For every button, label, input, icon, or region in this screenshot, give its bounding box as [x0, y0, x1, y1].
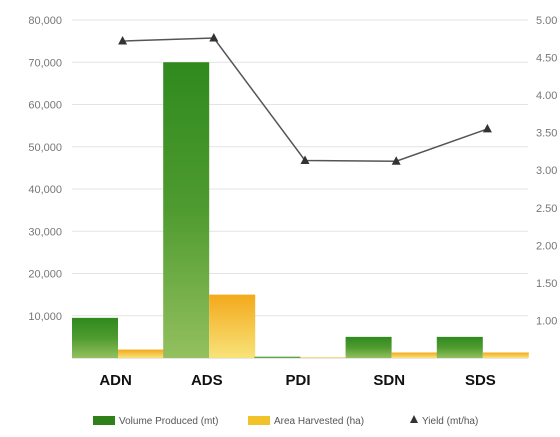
legend-label-volume: Volume Produced (mt)	[119, 416, 219, 427]
category-labels: ADN ADS PDI SDN SDS	[99, 372, 495, 389]
y-right-tick-label: 3.00	[536, 165, 557, 177]
legend-label-yield: Yield (mt/ha)	[422, 416, 478, 427]
bar-area-pdi	[300, 357, 347, 358]
legend-label-area: Area Harvested (ha)	[274, 416, 364, 427]
y-left-tick-label: 80,000	[28, 15, 62, 27]
category-label: ADS	[191, 372, 223, 389]
bar-volume-pdi	[254, 356, 301, 358]
legend-swatch-volume	[93, 416, 115, 425]
category-label: SDN	[373, 372, 405, 389]
y-right-tick-label: 1.50	[536, 278, 557, 290]
y-right-tick-label: 4.00	[536, 90, 557, 102]
bar-area-ads	[209, 294, 256, 358]
yield-point	[391, 156, 401, 165]
bar-area-sdn	[391, 352, 438, 358]
bars	[72, 62, 529, 358]
y-right-tick-label: 3.50	[536, 128, 557, 140]
yield-line	[118, 33, 492, 165]
bar-volume-sdn	[345, 336, 392, 358]
bar-volume-adn	[72, 317, 118, 358]
y-left-tick-label: 30,000	[28, 226, 62, 238]
yield-point	[209, 33, 219, 42]
y-right-tick-label: 4.50	[536, 53, 557, 65]
y-right-tick-label: 5.00	[536, 15, 557, 27]
yield-point	[300, 155, 310, 164]
bar-area-sds	[482, 352, 529, 358]
category-label: PDI	[285, 372, 310, 389]
y-right-tick-label: 1.00	[536, 315, 557, 327]
y-left-tick-label: 50,000	[28, 142, 62, 154]
yield-point	[482, 123, 492, 133]
y-left-tick-label: 20,000	[28, 269, 62, 281]
y-left-tick-label: 60,000	[28, 100, 62, 112]
y-right-tick-label: 2.50	[536, 203, 557, 215]
y-left-tick-label: 40,000	[28, 184, 62, 196]
bar-volume-sds	[436, 336, 483, 358]
legend-marker-yield	[410, 415, 418, 423]
legend-swatch-area	[248, 416, 270, 425]
legend: Volume Produced (mt) Area Harvested (ha) Y…	[93, 415, 478, 427]
bar-area-adn	[118, 349, 164, 358]
gridlines	[72, 19, 528, 359]
y-right-tick-label: 2.00	[536, 240, 557, 252]
bar-volume-ads	[163, 62, 210, 358]
right-axis-ticks: 1.00 1.50 2.00 2.50 3.00 3.50 4.00 4.50 5.00	[536, 15, 557, 327]
left-axis-ticks: 10,000 20,000 30,000 40,000 50,000 60,000 70,0…	[28, 15, 62, 323]
y-left-tick-label: 70,000	[28, 57, 62, 69]
category-label: SDS	[465, 372, 496, 389]
y-left-tick-label: 10,000	[28, 311, 62, 323]
yield-point	[118, 36, 128, 45]
category-label: ADN	[99, 372, 132, 389]
